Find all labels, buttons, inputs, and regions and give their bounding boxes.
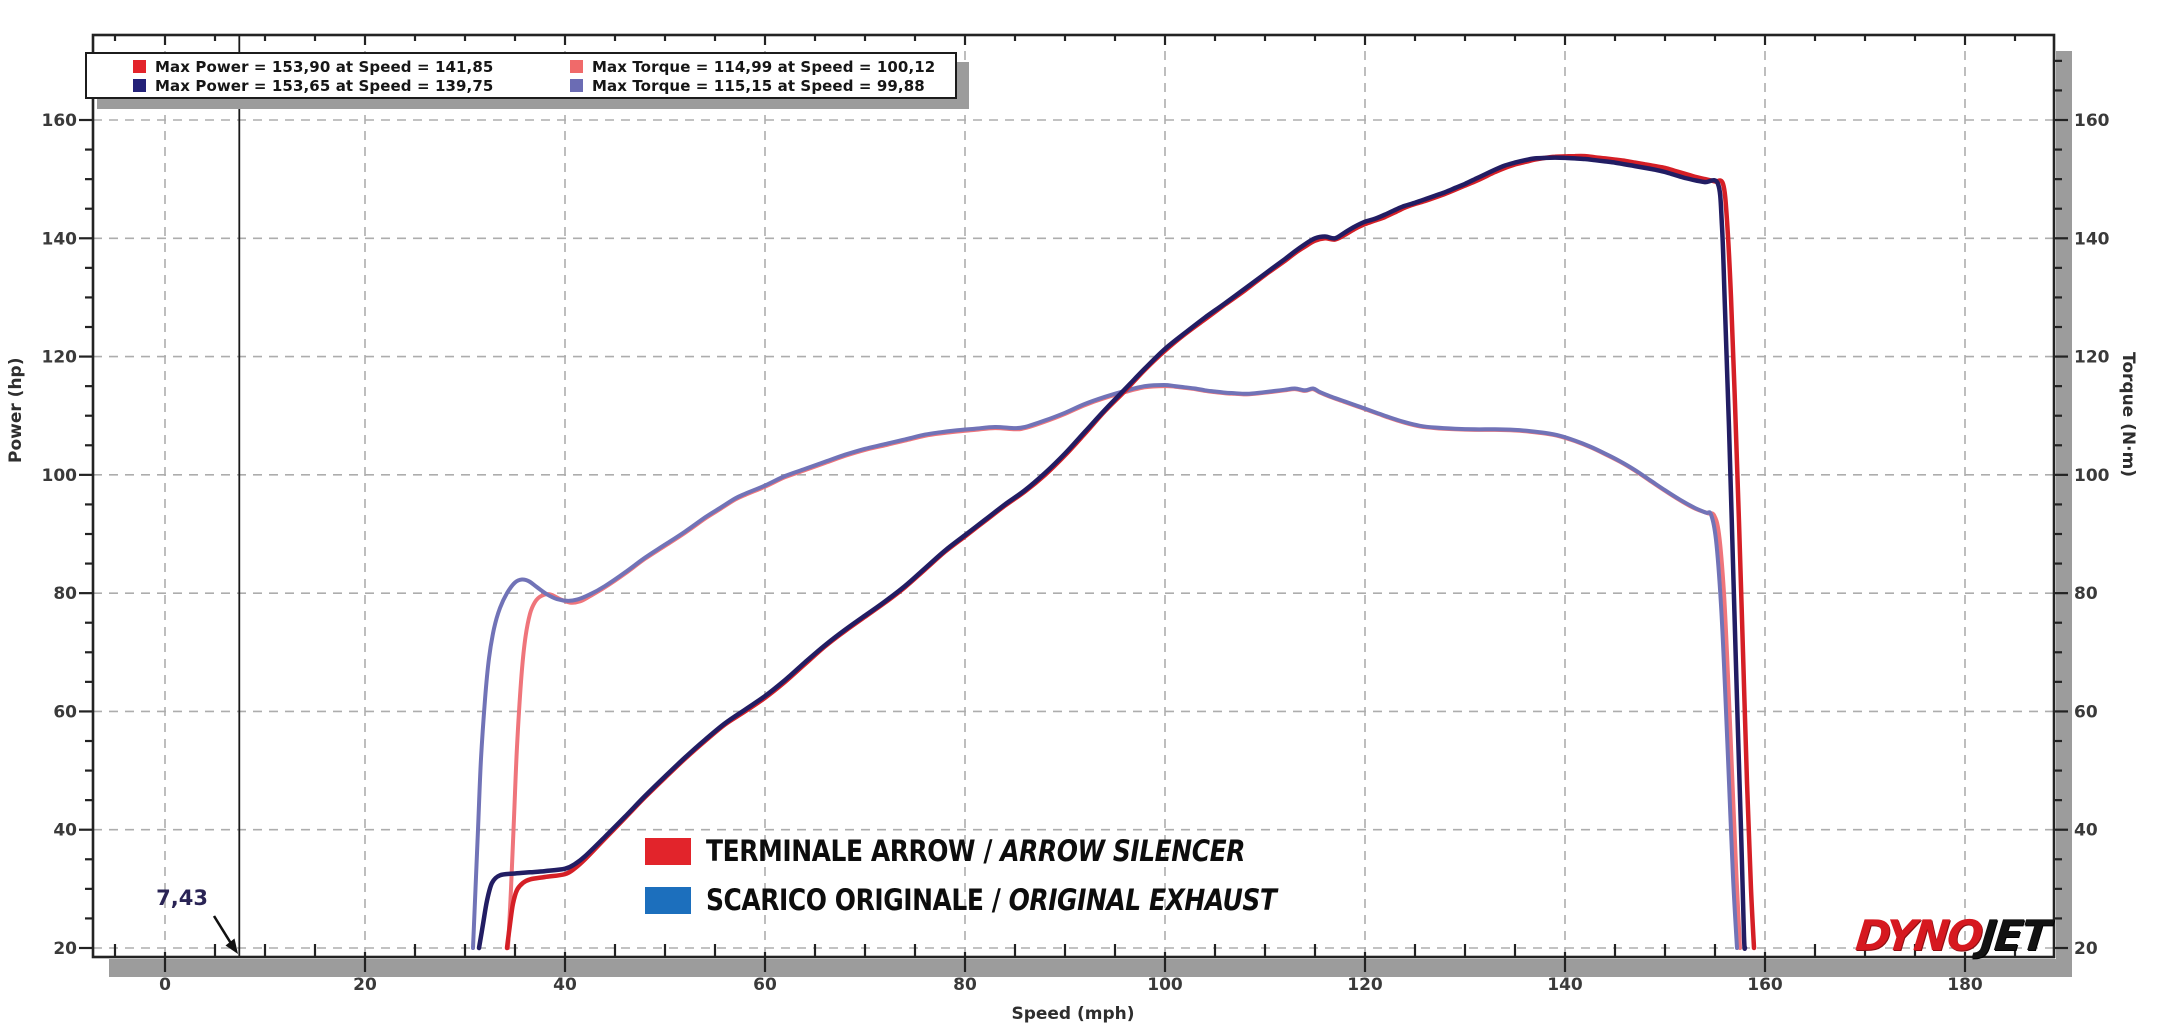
x-axis-title: Speed (mph) [1011, 1004, 1135, 1024]
exhaust-swatch-arrow [645, 837, 691, 865]
x-tick-label: 20 [353, 975, 377, 995]
legend-text-max-torque-original: Max Torque = 115,15 at Speed = 99,88 [592, 76, 925, 95]
y-tick-label-right: 60 [2074, 702, 2098, 722]
legend-swatch-power-arrow [133, 60, 146, 73]
axis-ticks [79, 35, 2068, 972]
plot-shadow-bottom [109, 959, 2072, 977]
exhaust-legend-row-original: SCARICO ORIGINALE / ORIGINAL EXHAUST [645, 883, 1369, 917]
curve-power-original-exhaust [476, 155, 1748, 951]
cursor-value-label: 7,43 [156, 886, 208, 910]
x-tick-label: 0 [159, 975, 171, 995]
x-tick-label: 100 [1147, 975, 1183, 995]
exhaust-label-original: SCARICO ORIGINALE / ORIGINAL EXHAUST [706, 883, 1277, 917]
legend-swatch-torque-arrow [570, 60, 583, 73]
plot-border [91, 33, 2056, 959]
y-right-axis-title: Torque (N·m) [2118, 352, 2138, 478]
legend-text-max-power-arrow: Max Power = 153,90 at Speed = 141,85 [155, 57, 494, 76]
legend-item-max-power-original: Max Power = 153,65 at Speed = 139,75 [133, 77, 570, 95]
legend-text-max-torque-arrow: Max Torque = 114,99 at Speed = 100,12 [592, 57, 936, 76]
y-tick-label-left: 160 [42, 111, 78, 131]
plot-shadow-right [2056, 51, 2072, 977]
y-left-axis-title: Power (hp) [6, 357, 26, 463]
x-tick-label: 140 [1547, 975, 1583, 995]
legend-swatch-power-original [133, 79, 146, 92]
y-tick-label-left: 120 [42, 348, 78, 368]
y-tick-label-left: 80 [53, 584, 77, 604]
series-curves [471, 153, 1757, 951]
plot-background [93, 35, 2054, 957]
curve-torque-original-exhaust [471, 383, 1739, 950]
legend-item-max-torque-original: Max Torque = 115,15 at Speed = 99,88 [570, 77, 955, 95]
y-tick-label-left: 140 [42, 229, 78, 249]
exhaust-swatch-original [645, 886, 691, 914]
dynojet-logo-jet: JET [1978, 911, 2051, 960]
y-tick-label-right: 40 [2074, 821, 2098, 841]
x-tick-label: 80 [953, 975, 977, 995]
y-tick-label-right: 80 [2074, 584, 2098, 604]
arrow-head [225, 938, 238, 954]
x-tick-label: 160 [1747, 975, 1783, 995]
cursor-annotation-arrow [212, 915, 238, 954]
stats-legend-box: Max Power = 153,90 at Speed = 141,85 Max… [85, 52, 957, 99]
legend-item-max-torque-arrow: Max Torque = 114,99 at Speed = 100,12 [570, 58, 955, 76]
tick-labels: 0 20 40 60 80 100 120 140 160 180 20 20 40 40 60 60 80 80… [42, 111, 2110, 995]
y-tick-label-left: 40 [53, 821, 77, 841]
y-tick-label-right: 20 [2074, 939, 2098, 959]
legend-item-max-power-arrow: Max Power = 153,90 at Speed = 141,85 [133, 58, 570, 76]
x-tick-label: 60 [753, 975, 777, 995]
y-tick-label-left: 20 [53, 939, 77, 959]
y-tick-label-right: 120 [2074, 348, 2110, 368]
legend-text-max-power-original: Max Power = 153,65 at Speed = 139,75 [155, 76, 494, 95]
x-tick-label: 120 [1347, 975, 1383, 995]
y-tick-label-left: 60 [53, 702, 77, 722]
x-tick-label: 40 [553, 975, 577, 995]
y-tick-label-left: 100 [42, 466, 78, 486]
arrow-line [212, 915, 234, 946]
y-tick-label-right: 160 [2074, 111, 2110, 131]
exhaust-legend-row-arrow: TERMINALE ARROW / ARROW SILENCER [645, 834, 1369, 868]
dynojet-logo-dyno: DYNO [1853, 911, 1984, 960]
legend-swatch-torque-original [570, 79, 583, 92]
x-tick-label: 180 [1947, 975, 1983, 995]
exhaust-legend: TERMINALE ARROW / ARROW SILENCER SCARICO… [645, 834, 1369, 917]
y-tick-label-right: 140 [2074, 229, 2110, 249]
y-tick-label-right: 100 [2074, 466, 2110, 486]
dynojet-logo: DYNOJET [1853, 911, 2050, 960]
exhaust-label-arrow: TERMINALE ARROW / ARROW SILENCER [706, 834, 1245, 868]
